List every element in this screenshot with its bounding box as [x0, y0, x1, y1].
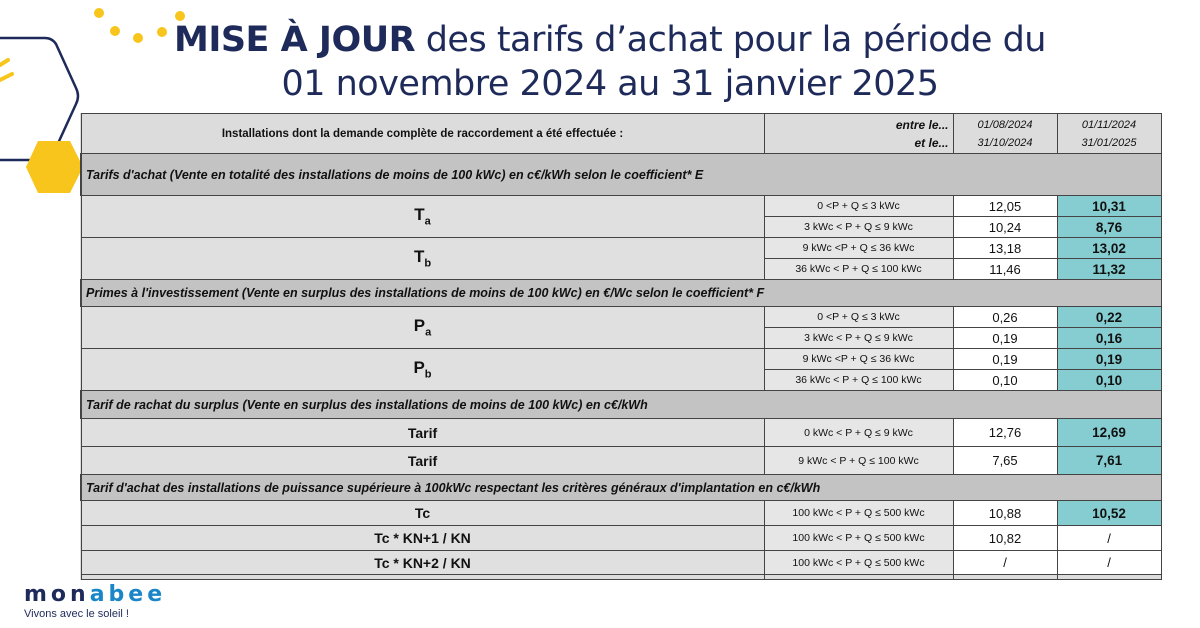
label-tc-kn1: Tc * KN+1 / KN: [80, 525, 765, 551]
period-old: 01/08/2024 31/10/2024: [952, 113, 1058, 154]
monabee-logo: monabee Vivons avec le soleil !: [24, 582, 167, 621]
label-tarif: Tarif: [80, 418, 765, 447]
tariff-table: Installations dont la demande complète d…: [80, 113, 1162, 580]
label-tc: Tc: [80, 500, 765, 526]
header-label: Installations dont la demande complète d…: [80, 113, 765, 154]
label-pb: Pb: [80, 348, 765, 391]
tagline: Vivons avec le soleil !: [24, 608, 129, 620]
section-title: Tarif d'achat des installations de puiss…: [80, 474, 1162, 501]
page-title: MISE À JOUR des tarifs d’achat pour la p…: [174, 20, 1046, 104]
label-tc-kn2: Tc * KN+2 / KN: [80, 550, 765, 575]
section-title: Tarif de rachat du surplus (Vente en sur…: [80, 390, 1162, 419]
label-tb: Tb: [80, 237, 765, 280]
label-ta: Ta: [80, 195, 765, 238]
section-title: Tarifs d'achat (Vente en totalité des in…: [80, 153, 1162, 196]
label-pa: Pa: [80, 306, 765, 349]
period-new: 01/11/2024 31/01/2025: [1056, 113, 1162, 154]
section-title: Primes à l'investissement (Vente en surp…: [80, 279, 1162, 307]
label-tarif: Tarif: [80, 446, 765, 475]
decorative-hexagons: [0, 8, 185, 193]
header-row: Installations dont la demande complète d…: [80, 113, 1162, 154]
